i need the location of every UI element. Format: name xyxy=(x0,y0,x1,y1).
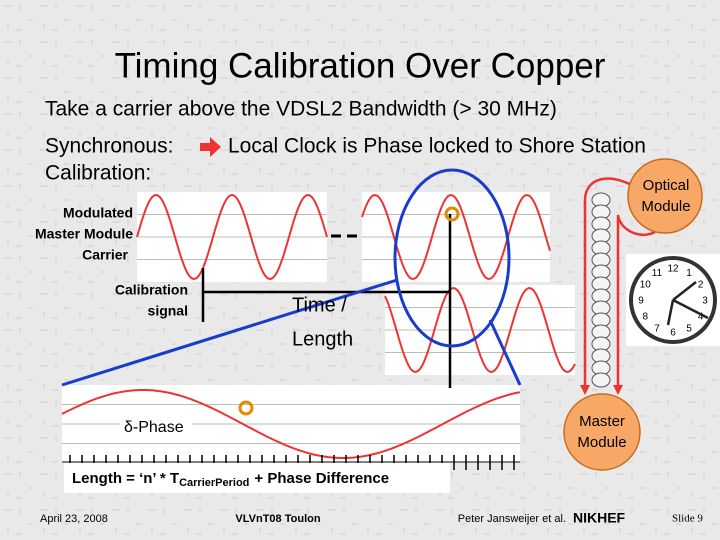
clock-number: 2 xyxy=(698,280,704,291)
optical-module-label: Optical xyxy=(643,177,690,194)
cable xyxy=(591,192,611,388)
formula-subscript: CarrierPeriod xyxy=(179,477,249,489)
clock-number: 5 xyxy=(686,323,692,334)
formula-box xyxy=(64,463,450,493)
clock-hand xyxy=(666,281,709,326)
arrowhead xyxy=(580,385,623,395)
clock-number: 12 xyxy=(667,264,679,275)
carrier-label: Master Module xyxy=(35,226,133,242)
bullet: Synchronous: xyxy=(45,135,173,158)
formula-text: + Phase Difference xyxy=(254,470,389,487)
calibration-line xyxy=(201,214,452,388)
footer-date: April 23, 2008 xyxy=(40,513,108,525)
formula-text: Length = ‘n’ * T xyxy=(72,470,179,487)
master-module-label: Module xyxy=(577,434,626,451)
label-box xyxy=(120,414,192,440)
clock-number: 10 xyxy=(640,280,652,291)
wave xyxy=(361,194,551,280)
optical-module xyxy=(627,158,703,234)
footer-author: Peter Jansweijer et al. xyxy=(458,513,566,525)
master-module xyxy=(563,393,641,471)
clock-number: 4 xyxy=(698,312,704,323)
zoom-line xyxy=(61,278,522,387)
footer-event: VLVnT08 Toulon xyxy=(235,513,320,525)
calibration-label: signal xyxy=(148,303,188,319)
clock-number: 11 xyxy=(652,268,663,279)
bullet: Local Clock is Phase locked to Shore Sta… xyxy=(228,135,646,158)
clock-number: 7 xyxy=(654,323,660,334)
time-label: Length xyxy=(292,328,353,350)
calibration-label: Calibration xyxy=(115,282,188,298)
formula: Length = ‘n’ * TCarrierPeriod + Phase Dif… xyxy=(72,470,389,489)
time-label: Time / xyxy=(292,294,347,316)
master-module-label: Master xyxy=(579,413,625,430)
wave xyxy=(61,389,521,459)
zoom-ellipse xyxy=(393,168,511,348)
wave xyxy=(384,286,576,374)
cable-twist xyxy=(591,372,611,388)
clock-number: 3 xyxy=(702,296,708,307)
wave xyxy=(136,194,328,280)
phase-marker xyxy=(238,400,254,416)
slide-title: Timing Calibration Over Copper xyxy=(115,46,606,85)
optical-module-label: Module xyxy=(641,198,690,215)
bullet: Take a carrier above the VDSL2 Bandwidth… xyxy=(45,98,557,121)
clock-number: 9 xyxy=(638,296,644,307)
clock-number: 8 xyxy=(643,312,649,323)
delta-phase-label: δ-Phase xyxy=(124,419,184,436)
arrow-icon xyxy=(200,137,221,157)
footer-slide: Slide 9 xyxy=(672,513,703,525)
footer-logo: NIKHEF xyxy=(573,510,626,526)
phase-marker xyxy=(444,206,460,222)
carrier-label: Carrier xyxy=(82,247,128,263)
clock-number: 6 xyxy=(670,328,676,339)
clock-number: 1 xyxy=(686,268,692,279)
bullet: Calibration: xyxy=(45,162,151,185)
carrier-label: Modulated xyxy=(63,205,133,221)
waveforms xyxy=(61,192,576,470)
